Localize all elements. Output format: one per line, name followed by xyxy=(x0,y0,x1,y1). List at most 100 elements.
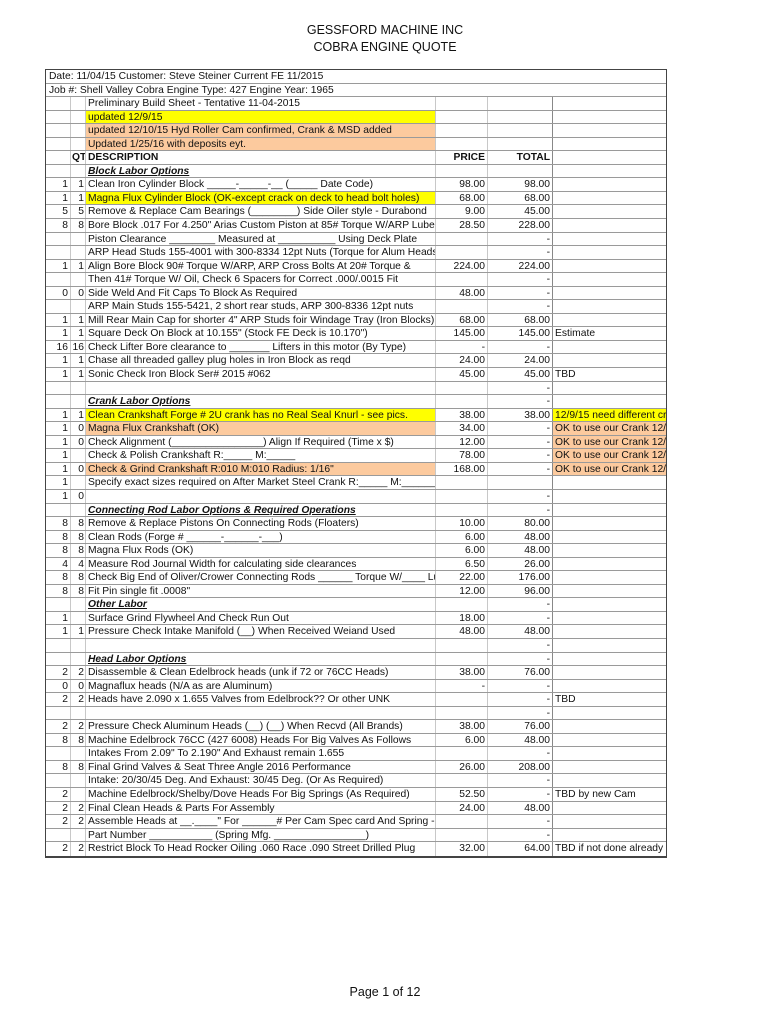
price-cell: 224.00 xyxy=(436,259,488,273)
description-cell: updated 12/9/15 xyxy=(86,110,436,124)
qty-cell: 1 xyxy=(71,327,86,340)
price-cell xyxy=(436,693,488,706)
qty-cell xyxy=(71,598,86,611)
total-cell: - xyxy=(488,815,553,828)
qty-ordered-cell: 8 xyxy=(46,530,71,544)
page-number: Page 1 of 12 xyxy=(349,985,421,999)
table-row: 1 1 Pressure Check Intake Manifold (__) Wh… xyxy=(46,625,666,639)
qty-ordered-cell: 1 xyxy=(46,327,71,340)
qty-ordered-cell xyxy=(46,652,71,666)
table-row: 1 0 Magna Flux Crankshaft (OK) 34.00- OK to … xyxy=(46,422,666,436)
total-cell: 98.00 xyxy=(488,178,553,191)
note-cell xyxy=(553,205,666,218)
table-row: 8 8 Check Big End of Oliver/Crower Connect… xyxy=(46,571,666,585)
total-cell: 76.00 xyxy=(488,666,553,679)
note-cell: TBD if not done already xyxy=(555,843,664,855)
total-cell: - xyxy=(488,246,553,259)
description-cell: Updated 1/25/16 with deposits eyt. xyxy=(86,137,436,151)
table-row: 16 16 Check Lifter Bore clearance to _____… xyxy=(46,340,666,355)
table-row: 8 8 Bore Block .017 For 4.250" Arias Custo… xyxy=(46,219,666,233)
table-row: 2 Machine Edelbrock/Shelby/Dove Heads For… xyxy=(46,787,666,802)
description-cell: Other Labor xyxy=(86,598,436,611)
qty-cell xyxy=(71,395,86,408)
qty-ordered-cell: 16 xyxy=(46,340,71,354)
price-cell xyxy=(436,774,488,787)
note-cell xyxy=(553,653,666,666)
note-cell xyxy=(553,382,666,395)
note-cell: TBD xyxy=(555,694,576,706)
qty-ordered-cell xyxy=(46,395,71,408)
total-cell: - xyxy=(488,462,553,476)
price-cell: 9.00 xyxy=(436,205,488,219)
document-title: COBRA ENGINE QUOTE xyxy=(313,40,457,54)
info-row-date: Date: 11/04/15 Customer: Steve Steiner C… xyxy=(46,70,666,84)
price-cell xyxy=(436,232,488,246)
table-row: 8 8 Remove & Replace Pistons On Connecting… xyxy=(46,517,666,531)
price-cell: 22.00 xyxy=(436,571,488,584)
table-row: Piston Clearance ________ Measured at __… xyxy=(46,232,666,247)
qty-ordered-cell: 8 xyxy=(46,219,71,232)
note-cell xyxy=(553,680,666,693)
qty-cell: 8 xyxy=(71,219,86,232)
note-cell xyxy=(553,612,666,625)
price-cell xyxy=(436,747,488,760)
qty-ordered-cell: 2 xyxy=(46,801,71,815)
description-cell: Chase all threaded galley plug holes in … xyxy=(86,354,436,368)
note-cell xyxy=(553,585,666,598)
note-cell xyxy=(553,233,666,246)
table-row: Preliminary Build Sheet - Tentative 11-0… xyxy=(46,97,666,111)
qty-cell xyxy=(71,706,86,720)
price-cell: 145.00 xyxy=(436,327,488,340)
total-cell: 48.00 xyxy=(488,544,553,557)
total-cell: - xyxy=(488,706,553,720)
qty-ordered-cell: 8 xyxy=(46,544,71,557)
price-cell: - xyxy=(436,679,488,693)
qty-ordered-cell: 8 xyxy=(46,584,71,598)
table-row: - xyxy=(46,381,666,396)
qty-ordered-cell xyxy=(46,381,71,395)
table-row: 2 2 Final Clean Heads & Parts For Assembly… xyxy=(46,801,666,816)
table-row: Intake: 20/30/45 Deg. And Exhaust: 30/45… xyxy=(46,774,666,788)
total-cell: - xyxy=(488,489,553,503)
description-cell: Bore Block .017 For 4.250" Arias Custom … xyxy=(88,219,436,232)
description-cell: Sonic Check Iron Block Ser# 2015 #062 xyxy=(86,368,436,381)
table-row: 1 Surface Grind Flywheel And Check Run Ou… xyxy=(46,611,666,626)
description-cell: Check Lifter Bore clearance to _______ L… xyxy=(86,340,436,354)
qty-ordered-cell: 1 xyxy=(46,449,71,462)
qty-cell xyxy=(71,273,86,286)
note-cell xyxy=(553,300,666,313)
note-cell xyxy=(553,395,666,408)
qty-ordered-cell xyxy=(46,124,71,137)
qty-ordered-cell: 1 xyxy=(46,611,71,625)
qty-cell: 8 xyxy=(71,584,86,598)
qty-cell: 0 xyxy=(71,422,86,435)
company-name: GESSFORD MACHINE INC xyxy=(306,23,464,37)
price-cell xyxy=(436,273,488,286)
description-cell: ARP Main Studs 155-5421, 2 short rear st… xyxy=(86,300,436,313)
qty-ordered-cell: 8 xyxy=(46,517,71,530)
description-cell: Head Labor Options xyxy=(86,652,436,666)
table-row: 8 8 Final Grind Valves & Seat Three Angle … xyxy=(46,760,666,775)
description-cell xyxy=(86,706,436,720)
description-cell: Machine Edelbrock 76CC (427 6008) Heads … xyxy=(86,733,436,747)
note-cell: OK to use our Crank 12/1 xyxy=(553,449,666,462)
table-row: 1 1 Square Deck On Block at 10.155" (Stock… xyxy=(46,327,666,341)
description-cell: Check Alignment (________________) Align… xyxy=(86,435,436,449)
qty-cell: 0 xyxy=(71,462,86,476)
qty-ordered-cell: 1 xyxy=(46,462,71,476)
qty-cell: 0 xyxy=(71,679,86,693)
qty-ordered-cell: 2 xyxy=(46,842,71,856)
total-cell: 45.00 xyxy=(488,368,553,381)
qty-cell: 2 xyxy=(71,842,86,856)
total-cell: - xyxy=(488,273,553,286)
note-cell xyxy=(553,260,666,273)
qty-ordered-cell: 8 xyxy=(46,733,71,747)
note-cell xyxy=(553,747,666,760)
total-cell: 224.00 xyxy=(488,259,553,273)
qty-ordered-cell xyxy=(46,273,71,286)
table-row: - xyxy=(46,638,666,653)
qty-cell: 4 xyxy=(71,557,86,571)
note-cell xyxy=(553,707,666,720)
qty-ordered-cell xyxy=(46,151,71,164)
table-row: ARP Head Studs 155-4001 with 300-8334 12… xyxy=(46,246,666,260)
